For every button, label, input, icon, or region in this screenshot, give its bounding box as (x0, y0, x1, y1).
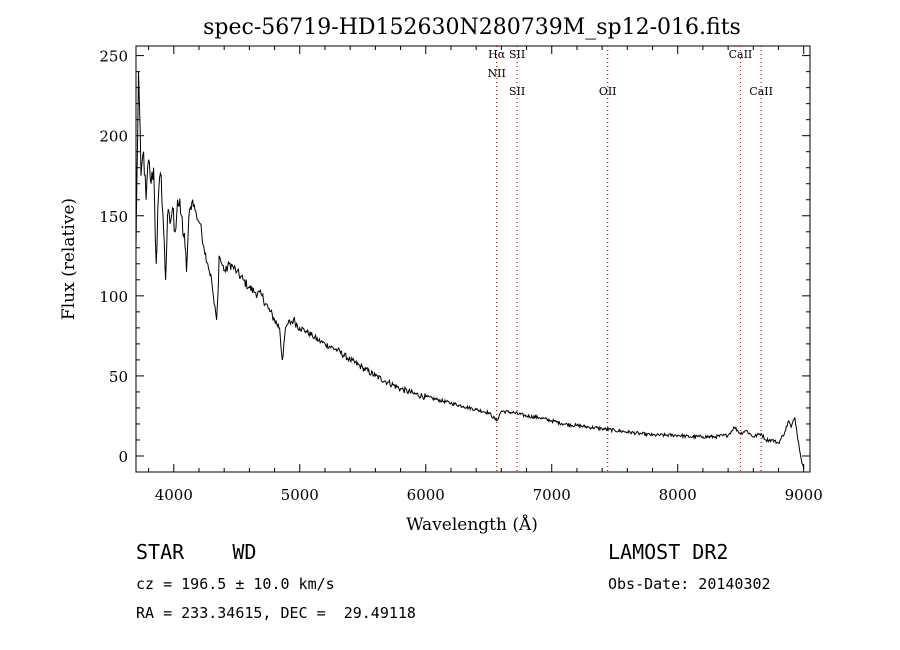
spectral-line-label: CaII (749, 85, 773, 98)
axis-layer: 4000 5000 6000 7000 8000 9000 0 50 100 150 200 250 (99, 46, 823, 504)
y-axis-label: Flux (relative) (59, 198, 79, 320)
object-type: STAR WD (136, 540, 257, 564)
y-tick-label: 0 (118, 448, 128, 466)
chart-title: spec-56719-HD152630N280739M_sp12-016.fit… (203, 15, 741, 40)
spectral-line-label: CaII (729, 48, 753, 61)
y-tick-label: 250 (99, 48, 128, 66)
y-tick-label: 200 (99, 128, 128, 146)
spectral-line-label: Hα (488, 48, 506, 61)
y-tick-label: 50 (109, 368, 128, 386)
spectral-line-label: SII (509, 48, 525, 61)
redshift-cz: cz = 196.5 ± 10.0 km/s (136, 575, 335, 593)
x-tick-label: 4000 (155, 486, 193, 504)
x-tick-label: 8000 (659, 486, 697, 504)
x-tick-label: 9000 (785, 486, 823, 504)
obs-date: Obs-Date: 20140302 (608, 575, 771, 593)
y-tick-label: 150 (99, 208, 128, 226)
spectral-line-label: SII (509, 85, 525, 98)
x-tick-label: 5000 (281, 486, 319, 504)
spectral-line-label: NII (488, 67, 506, 80)
survey-name: LAMOST DR2 (608, 540, 729, 564)
x-tick-label: 7000 (533, 486, 571, 504)
y-tick-label: 100 (99, 288, 128, 306)
ra-dec-coordinates: RA = 233.34615, DEC = 29.49118 (136, 604, 416, 622)
x-axis-label: Wavelength (Å) (406, 514, 538, 535)
plot-frame (135, 45, 811, 473)
x-tick-label: 6000 (407, 486, 445, 504)
spectral-line-label: OII (599, 85, 617, 98)
spectrum-line (135, 71, 805, 469)
